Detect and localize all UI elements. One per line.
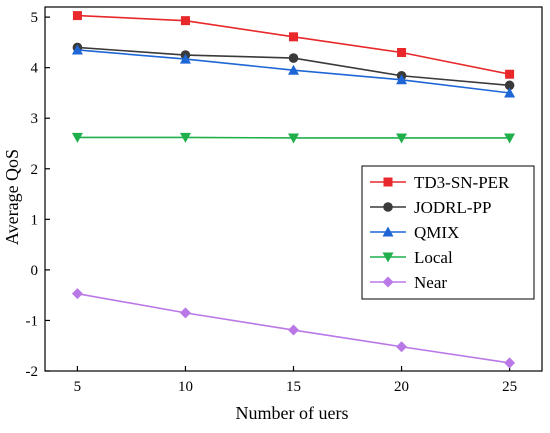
data-point-jodrl-pp (288, 53, 299, 63)
y-tick-label: -2 (26, 364, 39, 380)
data-point-qmix (288, 64, 299, 75)
data-point-local (396, 133, 408, 144)
series-layer (71, 11, 516, 369)
data-point-near (504, 357, 516, 369)
data-point-local (288, 133, 299, 144)
data-point-local (504, 133, 516, 144)
data-point-td3-sn-per (505, 69, 515, 79)
x-tick-label: 20 (394, 379, 409, 395)
x-tick-label: 25 (502, 379, 517, 395)
x-axis-label: Number of uers (236, 403, 349, 423)
series-qmix (71, 44, 516, 98)
legend-label-local: Local (414, 248, 453, 267)
legend-label-qmix: QMIX (414, 223, 459, 242)
legend-marker-near (382, 276, 394, 288)
legend: TD3-SN-PER JODRL-PP QMIX Local Near (361, 165, 535, 300)
data-point-td3-sn-per (289, 32, 298, 42)
legend-label-near: Near (414, 273, 447, 292)
data-point-td3-sn-per (72, 11, 82, 21)
y-tick-label: 4 (31, 61, 39, 77)
data-point-jodrl-pp (504, 80, 515, 91)
legend-label-jodrl-pp: JODRL-PP (414, 198, 491, 217)
x-tick-label: 10 (178, 379, 193, 395)
legend-label-td3-sn-per: TD3-SN-PER (414, 173, 510, 192)
data-point-td3-sn-per (180, 16, 190, 26)
axes-layer: 5 10 15 20 25 -2 -1 0 1 2 3 4 5 (26, 6, 543, 395)
legend-marker-jodrl-pp (383, 202, 393, 212)
y-tick-label: -1 (26, 313, 39, 329)
series-local (71, 132, 516, 144)
y-tick-label: 5 (31, 10, 39, 26)
legend-marker-td3-sn-per (383, 177, 393, 187)
data-point-qmix (396, 74, 408, 85)
series-td3-sn-per (72, 11, 515, 79)
x-tick-label: 15 (286, 379, 301, 395)
data-point-qmix (504, 87, 516, 98)
legend-marker-qmix (382, 226, 394, 237)
x-tick-label: 5 (74, 379, 82, 395)
y-axis-label: Average QoS (2, 149, 22, 245)
data-point-qmix (71, 44, 83, 55)
y-tick-label: 1 (31, 212, 39, 228)
data-point-local (179, 132, 191, 143)
data-point-td3-sn-per (397, 48, 407, 57)
data-point-near (288, 324, 299, 336)
data-point-near (179, 307, 191, 319)
y-tick-label: 2 (31, 162, 39, 178)
data-point-near (396, 341, 408, 353)
data-point-qmix (179, 53, 191, 64)
data-point-near (71, 288, 83, 300)
y-tick-label: 0 (31, 263, 39, 279)
data-point-local (71, 132, 83, 143)
y-tick-label: 3 (31, 111, 39, 127)
legend-marker-local (382, 252, 394, 263)
series-near (71, 288, 516, 369)
